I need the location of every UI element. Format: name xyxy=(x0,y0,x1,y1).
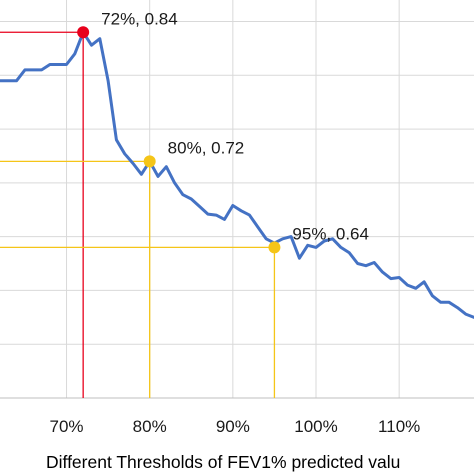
x-tick-label-2: 90% xyxy=(216,417,250,436)
highlight-points xyxy=(77,26,281,254)
x-tick-label-0: 70% xyxy=(50,417,84,436)
x-axis-title: Different Thresholds of FEV1% predicted … xyxy=(46,452,400,472)
x-tick-label-4: 110% xyxy=(378,417,420,436)
highlight-label-1: 80%, 0.72 xyxy=(168,138,245,157)
highlight-labels: 72%, 0.84 80%, 0.72 95%, 0.64 xyxy=(101,9,369,243)
reference-guides xyxy=(0,31,276,398)
series-line xyxy=(0,30,474,319)
highlight-point-0 xyxy=(77,26,90,39)
highlight-label-2: 95%, 0.64 xyxy=(292,224,369,243)
gridlines xyxy=(0,0,474,399)
x-tick-label-1: 80% xyxy=(133,417,167,436)
x-tick-labels: 70% 80% 90% 100% 110% xyxy=(50,417,421,436)
x-tick-label-3: 100% xyxy=(294,417,337,436)
highlight-point-2 xyxy=(268,241,281,254)
highlight-label-0: 72%, 0.84 xyxy=(101,9,178,28)
highlight-point-1 xyxy=(143,155,156,168)
